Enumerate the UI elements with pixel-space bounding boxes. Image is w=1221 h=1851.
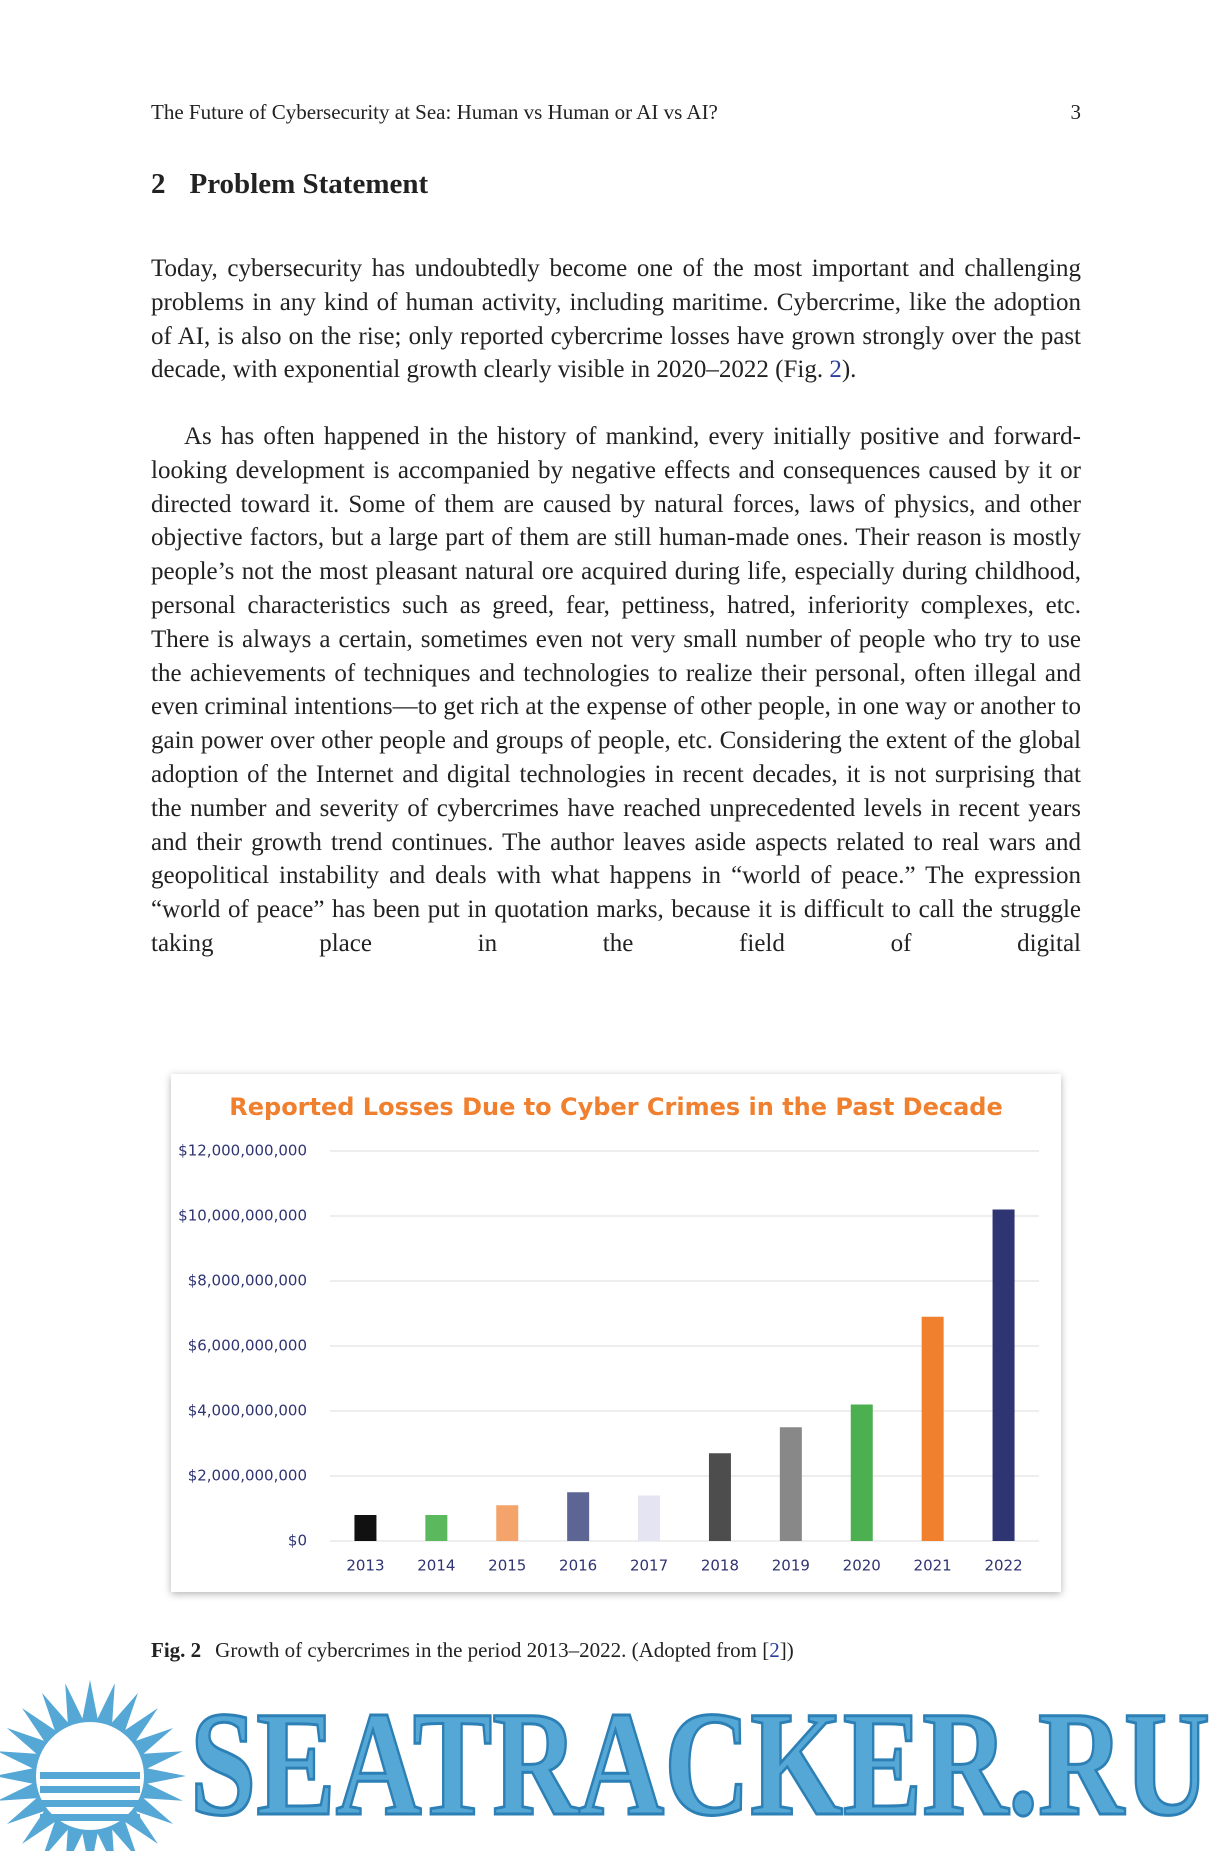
running-title: The Future of Cybersecurity at Sea: Huma… — [151, 100, 718, 124]
y-tick-label: $2,000,000,000 — [188, 1467, 307, 1485]
section-number: 2 — [151, 168, 166, 200]
y-tick-label: $4,000,000,000 — [188, 1402, 307, 1420]
caption-text: ]) — [779, 1638, 794, 1662]
bar — [496, 1505, 519, 1541]
x-tick-label: 2019 — [772, 1557, 810, 1575]
caption: Fig. 2 Growth of cybercrimes in the perio… — [151, 1638, 794, 1663]
sun-stripe — [40, 1772, 140, 1779]
x-tick-label: 2015 — [488, 1557, 526, 1575]
sun-logo — [0, 1680, 186, 1851]
section-title: Problem Statement — [189, 168, 429, 200]
y-tick-label: $0 — [288, 1532, 307, 1550]
figure-ref[interactable]: 2 — [829, 356, 842, 384]
y-tick-label: $8,000,000,000 — [188, 1272, 307, 1290]
x-tick-label: 2014 — [417, 1557, 455, 1575]
chart-frame — [171, 1074, 1061, 1592]
y-tick-label: $12,000,000,000 — [178, 1142, 307, 1160]
x-tick-label: 2022 — [984, 1557, 1022, 1575]
bar — [992, 1209, 1015, 1541]
section-heading: 2 Problem Statement — [151, 168, 428, 201]
page-number: 3 — [1070, 100, 1082, 124]
text: ). — [841, 356, 857, 384]
bar — [425, 1515, 448, 1541]
bar — [567, 1492, 590, 1541]
x-tick-label: 2020 — [843, 1557, 881, 1575]
chart-title: Reported Losses Due to Cyber Crimes in t… — [229, 1093, 1002, 1121]
x-tick-label: 2021 — [914, 1557, 952, 1575]
paragraph: As has often happened in the history of … — [151, 423, 1081, 957]
watermark: SEATRACKER.RU — [190, 1681, 1210, 1847]
sun-stripe — [40, 1814, 140, 1821]
bar — [779, 1427, 802, 1541]
bar — [638, 1495, 661, 1541]
paragraph: Today, cybersecurity has undoubtedly bec… — [151, 252, 1081, 387]
bar — [354, 1515, 377, 1541]
x-tick-label: 2018 — [701, 1557, 739, 1575]
y-tick-label: $6,000,000,000 — [188, 1337, 307, 1355]
x-tick-label: 2013 — [346, 1557, 384, 1575]
bar — [921, 1316, 944, 1541]
text: Today, cybersecurity has undoubtedly bec… — [151, 255, 1081, 384]
y-tick-label: $10,000,000,000 — [178, 1207, 307, 1225]
x-tick-label: 2016 — [559, 1557, 597, 1575]
citation-ref[interactable]: 2 — [769, 1638, 780, 1662]
sun-stripe — [40, 1800, 140, 1807]
bar — [850, 1404, 873, 1541]
caption-text: Growth of cybercrimes in the period 2013… — [215, 1638, 770, 1662]
caption-label: Fig. 2 — [151, 1638, 202, 1662]
bar — [708, 1453, 731, 1541]
sun-stripe — [40, 1786, 140, 1793]
x-tick-label: 2017 — [630, 1557, 668, 1575]
